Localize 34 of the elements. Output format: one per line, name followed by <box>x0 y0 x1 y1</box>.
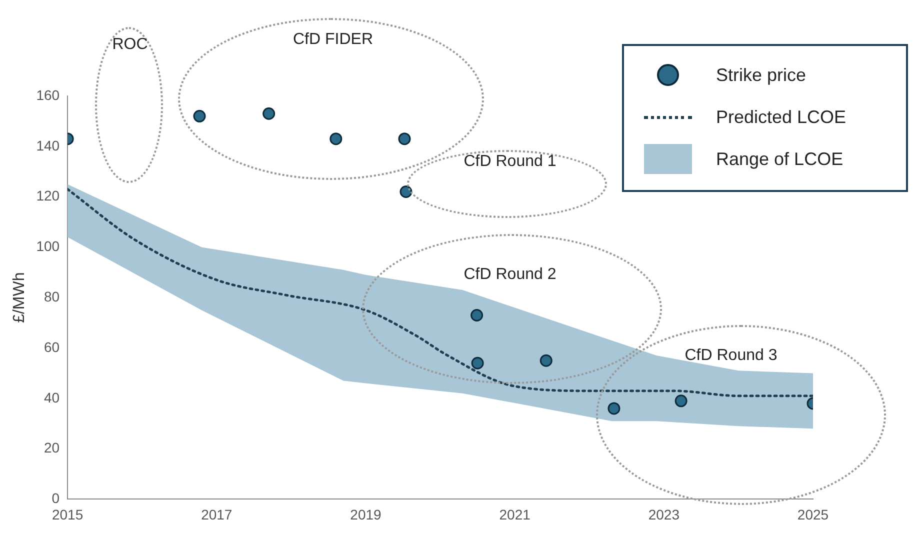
point <box>193 110 206 122</box>
x-tick-label: 2023 <box>648 506 680 522</box>
y-tick-label: 140 <box>36 137 60 154</box>
x-tick-label: 2015 <box>52 506 84 522</box>
y-tick-label: 40 <box>44 389 60 406</box>
point <box>471 356 484 370</box>
point <box>540 354 552 367</box>
y-axis-title: £/MWh <box>11 272 28 323</box>
text: ROC <box>112 36 148 54</box>
y-tick-label: 20 <box>44 440 60 456</box>
legend-label: Range of LCOE <box>716 148 844 170</box>
legend-label: Strike price <box>716 64 806 86</box>
x-tick-label: 2025 <box>797 506 829 522</box>
y-tick-label: 120 <box>36 188 60 204</box>
annotation: CfD Round 1 <box>464 153 556 171</box>
text: CfD FIDER <box>293 31 373 49</box>
point <box>262 107 276 120</box>
annotation: CfD Round 2 <box>464 266 556 284</box>
x-tick-label: 2019 <box>350 506 382 522</box>
point <box>608 402 620 415</box>
x-tick-label: 2021 <box>499 506 531 522</box>
point <box>398 132 411 146</box>
y-tick-label: 100 <box>36 238 60 254</box>
y-tick-label: 60 <box>44 338 60 355</box>
y-tick-label: 0 <box>52 490 60 506</box>
y-tick-label: 160 <box>36 86 60 103</box>
point <box>330 132 342 146</box>
y-tick-label: 80 <box>44 288 60 304</box>
x-tick-label: 2017 <box>201 506 232 522</box>
point <box>400 186 412 198</box>
point <box>674 394 688 408</box>
legend-label: Predicted LCOE <box>716 106 846 128</box>
point <box>470 308 484 322</box>
annotation: CfD Round 3 <box>684 347 778 365</box>
